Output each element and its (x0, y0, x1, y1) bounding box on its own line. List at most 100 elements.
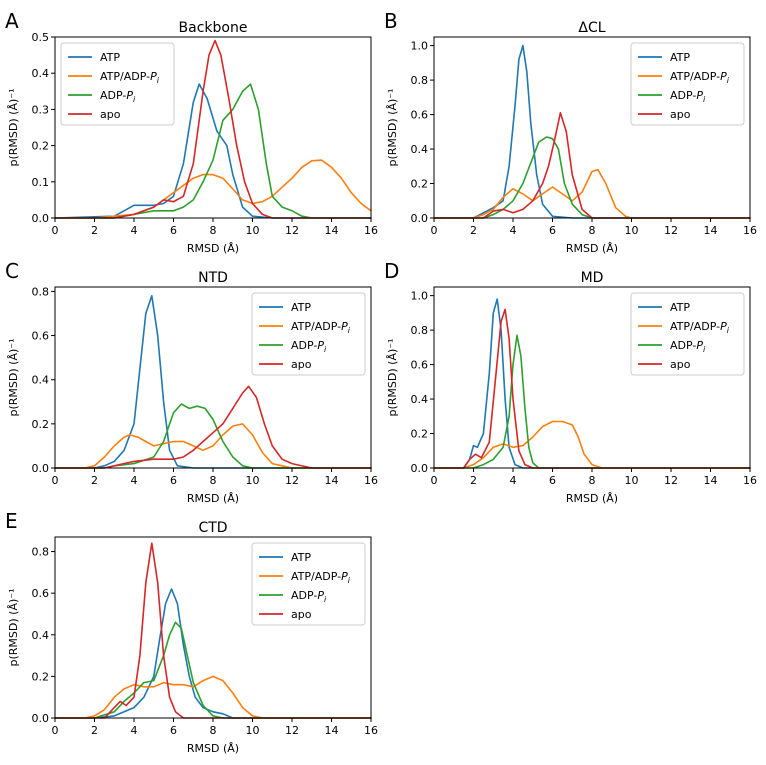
legend-label-adp-pi: ADP-Pi (291, 589, 327, 604)
x-tick-label: 2 (470, 474, 477, 487)
series-line-atp (54, 83, 372, 219)
x-tick-label: 6 (170, 474, 177, 487)
series-line-atp-adp-pi (54, 675, 372, 719)
series-line-atp-adp-pi (54, 423, 372, 469)
x-tick-label: 4 (131, 724, 138, 737)
x-tick-label: 8 (589, 224, 596, 237)
x-axis-label: RMSD (Å) (566, 242, 618, 255)
panel-letter: B (384, 9, 398, 33)
y-tick-label: 0.4 (32, 67, 50, 80)
series-line-adp-pi (54, 83, 372, 219)
y-tick-label: 1.0 (411, 290, 429, 303)
x-tick-label: 8 (210, 474, 217, 487)
legend-label-apo: apo (670, 108, 691, 121)
y-axis-label: p(RMSD) (Å)⁻¹ (386, 89, 399, 167)
x-tick-label: 2 (91, 224, 98, 237)
series-line-apo (54, 39, 372, 219)
y-tick-label: 0.8 (32, 285, 50, 298)
x-tick-label: 14 (704, 224, 718, 237)
x-tick-label: 4 (131, 474, 138, 487)
y-tick-label: 0.8 (411, 74, 429, 87)
x-tick-label: 4 (131, 224, 138, 237)
y-tick-label: 0.6 (411, 359, 429, 372)
series-line-atp-adp-pi (433, 168, 751, 219)
x-tick-label: 4 (510, 474, 517, 487)
x-tick-label: 0 (52, 724, 59, 737)
x-tick-label: 2 (470, 224, 477, 237)
panel-letter: D (384, 259, 399, 283)
series-line-atp (433, 44, 751, 219)
panel-a: A Backbone 0 2 4 6 8 10 12 14 16 0.0 0.1 0.2 0.3 0.4 0.5… (5, 9, 378, 255)
y-tick-label: 1.0 (411, 40, 429, 53)
legend-label-apo: apo (291, 608, 312, 621)
legend-label-adp-pi: ADP-Pi (291, 339, 327, 354)
legend-label-atp: ATP (291, 551, 311, 564)
y-tick-label: 0.0 (411, 462, 429, 475)
y-tick-label: 0.3 (32, 103, 50, 116)
panel-d: D MD 0 2 4 6 8 10 12 14 16 0.0 0.2 0.4 0.6 0.8 1.0 RMSD (… (384, 259, 757, 505)
x-tick-label: 16 (364, 224, 378, 237)
x-tick-label: 6 (170, 224, 177, 237)
series-line-atp-adp-pi (433, 420, 751, 469)
y-tick-label: 0.4 (411, 393, 429, 406)
y-tick-label: 0.4 (32, 629, 50, 642)
series-line-adp-pi (433, 136, 751, 219)
x-tick-label: 6 (549, 224, 556, 237)
x-tick-label: 14 (325, 224, 339, 237)
x-tick-label: 12 (285, 724, 299, 737)
panel-b: B ΔCL 0 2 4 6 8 10 12 14 16 0.0 0.2 0.4 0.6 0.8 1.0 RMSD … (384, 9, 757, 255)
series-line-adp-pi (433, 334, 751, 469)
legend-label-atp-adp-pi: ATP/ADP-Pi (670, 70, 730, 85)
x-axis-label: RMSD (Å) (187, 242, 239, 255)
x-tick-label: 2 (91, 724, 98, 737)
series-line-atp (54, 588, 372, 719)
x-tick-label: 10 (625, 474, 639, 487)
x-tick-label: 16 (364, 724, 378, 737)
x-tick-label: 12 (285, 224, 299, 237)
x-tick-label: 10 (625, 224, 639, 237)
x-axis-label: RMSD (Å) (187, 742, 239, 755)
y-tick-label: 0.4 (411, 143, 429, 156)
y-tick-label: 0.1 (32, 176, 50, 189)
panel-title: CTD (198, 520, 227, 536)
y-tick-label: 0.2 (32, 418, 50, 431)
series-line-apo (433, 308, 751, 469)
x-tick-label: 2 (91, 474, 98, 487)
series-line-apo (433, 112, 751, 219)
x-tick-label: 14 (325, 474, 339, 487)
y-tick-label: 0.2 (411, 428, 429, 441)
x-tick-label: 6 (170, 724, 177, 737)
legend: ATP ATP/ADP-Pi ADP-Pi apo (251, 292, 366, 376)
series-group (54, 39, 372, 219)
panel-title: NTD (198, 270, 228, 286)
series-line-apo (54, 542, 372, 719)
x-tick-label: 12 (664, 474, 678, 487)
y-tick-label: 0.0 (32, 462, 50, 475)
y-axis-label: p(RMSD) (Å)⁻¹ (7, 89, 20, 167)
legend-label-atp: ATP (670, 301, 690, 314)
panel-letter: C (5, 259, 19, 283)
panel-e: E CTD 0 2 4 6 8 10 12 14 16 0.0 0.2 0.4 0.6 0.8 RMSD (Å)… (5, 509, 378, 755)
legend-label-adp-pi: ADP-Pi (100, 89, 136, 104)
panel-title: MD (581, 270, 604, 286)
y-tick-label: 0.8 (32, 546, 50, 559)
legend-label-atp-adp-pi: ATP/ADP-Pi (291, 570, 351, 585)
series-group (54, 542, 372, 719)
x-tick-label: 12 (664, 224, 678, 237)
y-tick-label: 0.0 (32, 712, 50, 725)
legend-label-atp: ATP (291, 301, 311, 314)
y-tick-label: 0.2 (32, 670, 50, 683)
x-tick-label: 10 (246, 724, 260, 737)
x-tick-label: 4 (510, 224, 517, 237)
y-tick-label: 0.8 (411, 324, 429, 337)
y-tick-label: 0.4 (32, 374, 50, 387)
panel-title: ΔCL (578, 20, 605, 36)
x-tick-label: 16 (743, 474, 757, 487)
legend: ATP ATP/ADP-Pi ADP-Pi apo (630, 42, 745, 126)
legend-box (60, 42, 175, 126)
legend-label-apo: apo (670, 358, 691, 371)
legend: ATP ATP/ADP-Pi ADP-Pi apo (60, 42, 175, 126)
series-line-atp-adp-pi (54, 159, 372, 219)
x-tick-label: 0 (52, 224, 59, 237)
x-tick-label: 16 (743, 224, 757, 237)
